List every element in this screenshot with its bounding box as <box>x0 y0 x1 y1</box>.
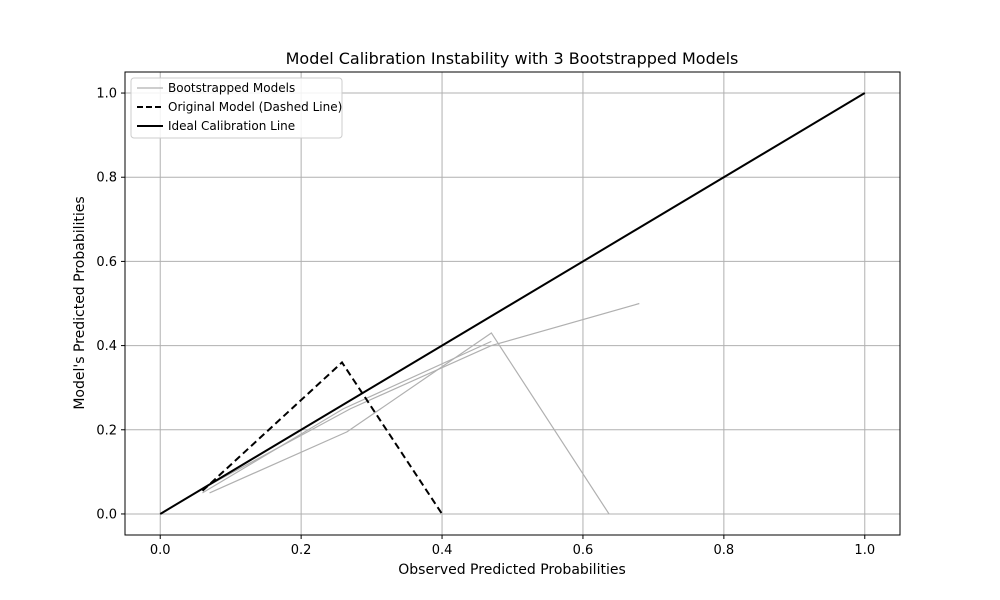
x-tick-label: 0.8 <box>714 543 735 558</box>
y-tick-label: 0.2 <box>96 423 117 438</box>
series-line-0 <box>202 340 492 494</box>
plot-area-frame <box>124 71 901 536</box>
x-axis-ticks: 0.0 0.2 0.4 0.6 0.8 1.0 <box>150 535 875 558</box>
x-tick-label: 0.4 <box>432 543 453 558</box>
legend-entry-label: Ideal Calibration Line <box>168 119 295 133</box>
series-line-4 <box>159 92 866 515</box>
legend-box <box>130 77 343 139</box>
x-tick-label: 0.0 <box>150 543 171 558</box>
y-axis-label: Model's Predicted Probabilities <box>72 196 88 409</box>
legend-entry-label: Bootstrapped Models <box>168 81 295 95</box>
series-line-3 <box>201 360 443 515</box>
series-group <box>159 92 866 515</box>
x-tick-label: 0.2 <box>291 543 312 558</box>
legend: Bootstrapped Models Original Model (Dashe… <box>130 77 343 139</box>
x-axis-label: Observed Predicted Probabilities <box>398 562 626 578</box>
y-axis-ticks: 0.0 0.2 0.4 0.6 0.8 1.0 <box>96 87 125 522</box>
series-line-1 <box>209 332 610 515</box>
y-tick-label: 1.0 <box>96 87 117 102</box>
y-tick-label: 0.6 <box>96 255 117 270</box>
chart-title: Model Calibration Instability with 3 Boo… <box>286 49 739 68</box>
y-tick-label: 0.0 <box>96 507 117 522</box>
legend-entry-label: Original Model (Dashed Line) <box>168 100 342 114</box>
y-tick-label: 0.8 <box>96 171 117 186</box>
x-tick-label: 1.0 <box>854 543 875 558</box>
x-tick-label: 0.6 <box>573 543 594 558</box>
y-tick-label: 0.4 <box>96 339 117 354</box>
series-line-2 <box>202 302 640 490</box>
